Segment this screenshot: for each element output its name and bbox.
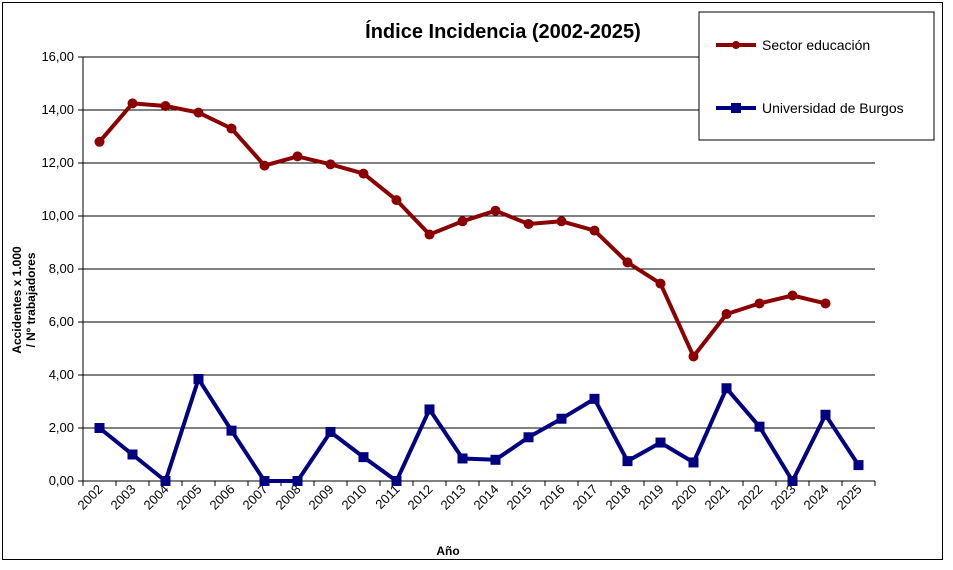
x-tick-label: 2013 [438,482,469,513]
x-axis-title: Año [436,544,459,558]
point-universidad-de-burgos [226,425,237,436]
point-universidad-de-burgos [457,453,468,464]
point-sector-educacion [325,159,336,170]
y-tick-label: 4,00 [49,367,74,382]
point-universidad-de-burgos [787,476,798,486]
y-tick-label: 8,00 [49,261,74,276]
y-tick-label: 16,00 [41,49,74,64]
point-sector-educacion [127,98,138,109]
x-tick-label: 2023 [768,482,799,513]
legend-label-universidad-burgos: Universidad de Burgos [762,100,904,116]
x-tick-label: 2016 [537,482,568,513]
point-universidad-de-burgos [820,409,831,420]
point-universidad-de-burgos [292,476,303,486]
point-universidad-de-burgos [622,456,633,467]
point-universidad-de-burgos [259,476,270,486]
x-tick-labels: 2002 2003 2004 2005 2006 2007 2008 2009 2010 2011… [75,482,865,513]
x-tick-label: 2021 [702,482,733,513]
x-tick-label: 2004 [141,482,172,513]
point-sector-educacion [622,257,633,268]
point-universidad-de-burgos [589,393,600,404]
point-universidad-de-burgos [325,426,336,437]
point-universidad-de-burgos [556,413,567,424]
point-sector-educacion [259,160,270,171]
y-tick-label: 6,00 [49,314,74,329]
x-tick-label: 2003 [108,482,139,513]
point-universidad-de-burgos [490,454,501,465]
point-universidad-de-burgos [94,423,105,433]
x-tick-label: 2014 [471,482,502,513]
point-sector-educacion [688,351,699,362]
x-tick-label: 2008 [273,482,304,513]
x-tick-label: 2007 [240,482,271,513]
series-layer [94,98,864,486]
point-sector-educacion [655,278,666,289]
point-universidad-de-burgos [721,383,732,394]
point-sector-educacion [424,229,435,240]
point-universidad-de-burgos [358,452,369,463]
y-axis-title-line-2: / Nº trabajadores [24,252,38,347]
x-tick-label: 2012 [405,482,436,513]
point-universidad-de-burgos [127,449,138,460]
point-sector-educacion [523,218,534,229]
legend-box [698,11,935,141]
x-tick-label: 2024 [801,482,832,513]
point-sector-educacion [358,168,369,179]
x-tick-label: 2002 [75,482,106,513]
point-sector-educacion [292,151,303,162]
point-sector-educacion [94,136,105,147]
x-tick-label: 2011 [372,482,402,512]
point-sector-educacion [754,298,765,309]
point-sector-educacion [160,101,171,112]
point-universidad-de-burgos [523,432,534,443]
y-tick-label: 10,00 [41,208,74,223]
x-tick-label: 2020 [669,482,700,513]
point-sector-educacion [787,290,798,301]
x-tick-label: 2010 [339,482,370,513]
y-axis-title: Accidentes x 1.000 / Nº trabajadores [10,246,38,354]
y-tick-label: 0,00 [49,473,74,488]
point-sector-educacion [226,123,237,134]
point-universidad-de-burgos [391,476,402,486]
x-tick-label: 2025 [834,482,865,513]
point-sector-educacion [589,225,600,236]
point-sector-educacion [457,216,468,227]
point-sector-educacion [391,195,402,206]
point-universidad-de-burgos [688,457,699,468]
legend-marker-universidad-burgos [731,103,741,113]
x-tick-label: 2005 [174,482,205,513]
point-universidad-de-burgos [754,421,765,432]
x-tick-label: 2009 [306,482,337,513]
legend: Sector educación Universidad de Burgos [698,11,935,141]
x-tick-label: 2018 [603,482,634,513]
x-tick-label: 2015 [504,482,535,513]
point-sector-educacion [193,107,204,118]
x-tick-label: 2019 [636,482,667,513]
point-sector-educacion [556,216,567,227]
point-sector-educacion [490,205,501,216]
point-sector-educacion [721,309,732,320]
point-universidad-de-burgos [160,476,171,486]
legend-label-sector-educacion: Sector educación [762,37,870,53]
y-tick-label: 12,00 [41,155,74,170]
point-universidad-de-burgos [853,460,864,471]
point-sector-educacion [820,298,831,309]
y-axis-title-line-1: Accidentes x 1.000 [10,246,24,354]
y-tick-labels: 0,00 2,00 4,00 6,00 8,00 10,00 12,00 14,00 16,00 [41,49,74,488]
point-universidad-de-burgos [193,373,204,384]
point-universidad-de-burgos [424,404,435,415]
chart-title: Índice Incidencia (2002-2025) [365,20,641,43]
x-tick-label: 2006 [207,482,238,513]
y-tick-label: 14,00 [41,102,74,117]
legend-marker-sector-educacion [732,41,740,49]
series-line-sector-educacion [97,101,826,359]
point-universidad-de-burgos [655,437,666,448]
x-tick-label: 2022 [735,482,766,513]
series-line-universidad-de-burgos [98,377,861,483]
y-tick-label: 2,00 [49,420,74,435]
x-tick-label: 2017 [570,482,601,513]
axes [82,57,876,486]
